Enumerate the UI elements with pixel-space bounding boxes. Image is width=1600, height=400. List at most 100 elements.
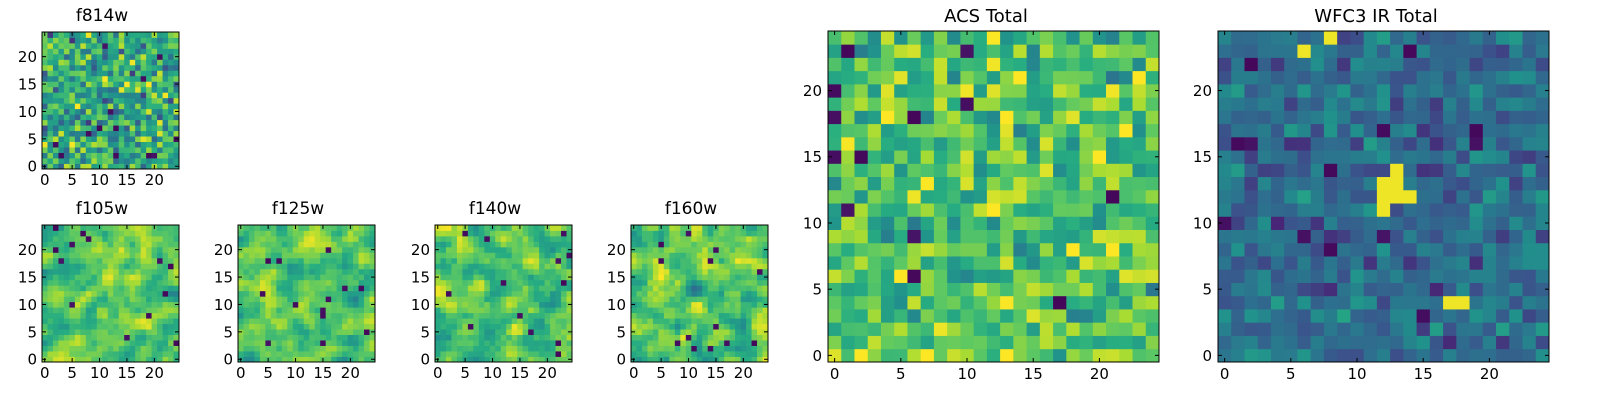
heatmap-cell: [495, 252, 502, 259]
heatmap-cell: [146, 108, 152, 115]
heatmap-cell: [973, 57, 988, 72]
heatmap-cell: [1092, 83, 1107, 98]
heatmap-cell: [1066, 97, 1080, 111]
heatmap-cell: [435, 296, 441, 303]
heatmap-cell: [118, 252, 125, 259]
heatmap-cell: [353, 296, 359, 303]
heatmap-cell: [1390, 309, 1404, 323]
heatmap-cell: [724, 312, 731, 319]
heatmap-cell: [309, 318, 316, 325]
heatmap-cell: [522, 257, 529, 264]
heatmap-cell: [1053, 322, 1067, 336]
heatmap-cell: [173, 59, 180, 66]
heatmap-cell: [1257, 110, 1272, 125]
heatmap-cell: [157, 141, 163, 148]
heatmap-cell: [1509, 242, 1523, 257]
heatmap-cell: [151, 274, 158, 281]
heatmap-cell: [1000, 256, 1014, 270]
heatmap-cell: [124, 285, 131, 292]
heatmap-cell: [920, 309, 935, 323]
heatmap-cell: [102, 42, 109, 49]
heatmap-cell: [495, 323, 502, 330]
heatmap-cell: [140, 48, 147, 55]
heatmap-cell: [566, 318, 573, 325]
heatmap-cell: [1106, 163, 1120, 178]
heatmap-cell: [1363, 97, 1378, 111]
heatmap-cell: [151, 279, 158, 286]
heatmap-cell: [1145, 176, 1160, 191]
heatmap-cell: [135, 241, 142, 248]
heatmap-cell: [369, 340, 376, 346]
heatmap-cell: [702, 290, 709, 297]
heatmap-cell: [841, 83, 855, 98]
heatmap-cell: [674, 301, 681, 308]
heatmap-cell: [555, 318, 562, 325]
heatmap-cell: [478, 285, 485, 292]
heatmap-cell: [1079, 269, 1094, 283]
heatmap-cell: [1119, 229, 1133, 244]
heatmap-cell: [724, 290, 731, 297]
heatmap-cell: [173, 125, 180, 132]
heatmap-cell: [718, 345, 725, 352]
heatmap-cell: [1270, 176, 1285, 191]
heatmap-cell: [85, 125, 92, 132]
heatmap-cell: [358, 345, 365, 352]
heatmap-cell: [1376, 242, 1391, 257]
heatmap-cell: [265, 230, 272, 237]
heatmap-cell: [735, 307, 741, 314]
heatmap-cell: [762, 334, 769, 341]
y-tick-label: 0: [812, 347, 822, 365]
heatmap-cell: [854, 110, 869, 125]
heatmap-cell: [107, 59, 114, 66]
heatmap-cell: [320, 301, 327, 308]
heatmap-cell: [238, 334, 244, 341]
heatmap-cell: [713, 351, 720, 357]
heatmap-cell: [74, 279, 81, 286]
heatmap-cell: [636, 307, 643, 314]
heatmap-cell: [1429, 216, 1444, 230]
heatmap-cell: [663, 230, 670, 237]
heatmap-cell: [517, 340, 524, 346]
heatmap-cell: [42, 125, 48, 132]
heatmap-cell: [1337, 295, 1351, 310]
heatmap-cell: [555, 230, 562, 237]
heatmap-cell: [309, 230, 316, 237]
heatmap-cell: [146, 329, 152, 335]
heatmap-cell: [63, 225, 70, 231]
heatmap-cell: [933, 110, 948, 125]
heatmap-cell: [364, 307, 370, 314]
heatmap-cell: [1066, 322, 1080, 336]
heatmap-cell: [42, 252, 48, 259]
heatmap-cell: [1026, 216, 1041, 230]
heatmap-cell: [1310, 348, 1325, 363]
heatmap-cell: [440, 225, 447, 231]
heatmap-cell: [1535, 242, 1550, 257]
heatmap-cell: [1535, 189, 1550, 204]
heatmap-cell: [947, 269, 961, 283]
heatmap-cell: [544, 274, 551, 281]
heatmap-cell: [146, 136, 152, 142]
heatmap-cell: [314, 340, 321, 346]
heatmap-cell: [652, 318, 659, 325]
heatmap-cell: [1522, 229, 1537, 244]
heatmap-cell: [1026, 322, 1041, 336]
heatmap-cell: [42, 285, 48, 292]
heatmap-cell: [1310, 335, 1325, 350]
heatmap-cell: [254, 296, 261, 303]
heatmap-cell: [1066, 216, 1080, 230]
heatmap-cell: [336, 340, 343, 346]
heatmap-cell: [80, 42, 87, 49]
heatmap-cell: [451, 345, 458, 352]
heatmap-cell: [91, 86, 98, 93]
heatmap-cell: [325, 329, 332, 335]
heatmap-cell: [1376, 189, 1391, 204]
heatmap-cell: [735, 257, 741, 264]
heatmap-cell: [168, 323, 174, 330]
heatmap-cell: [854, 295, 869, 310]
heatmap-cell: [140, 152, 147, 159]
heatmap-cell: [320, 235, 327, 242]
heatmap-cell: [1106, 136, 1120, 151]
heatmap-cell: [1496, 83, 1510, 98]
heatmap-cell: [146, 263, 152, 270]
heatmap-cell: [1416, 70, 1431, 85]
